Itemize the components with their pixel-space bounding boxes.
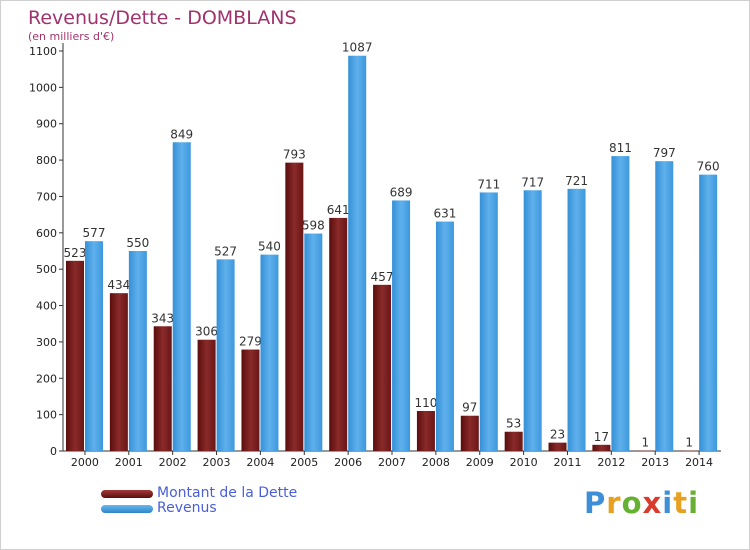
revenus-value-label: 631 bbox=[433, 207, 456, 221]
revenus-bar bbox=[611, 156, 630, 451]
x-tick-label: 2009 bbox=[466, 456, 494, 469]
dette-value-label: 793 bbox=[283, 148, 306, 162]
y-tick-label: 800 bbox=[36, 154, 57, 167]
dette-bar bbox=[460, 415, 479, 451]
x-tick-label: 2004 bbox=[246, 456, 274, 469]
revenus-value-label: 540 bbox=[258, 240, 281, 254]
dette-value-label: 110 bbox=[414, 396, 437, 410]
dette-bar bbox=[66, 260, 84, 451]
dette-bar bbox=[416, 411, 435, 451]
dette-value-label: 23 bbox=[550, 428, 565, 442]
dette-bar bbox=[373, 284, 392, 451]
x-tick-label: 2010 bbox=[510, 456, 538, 469]
legend-label-dette: Montant de la Dette bbox=[157, 485, 298, 501]
y-tick-label: 600 bbox=[36, 227, 57, 240]
revenus-bar bbox=[85, 241, 103, 451]
revenus-value-label: 689 bbox=[390, 185, 413, 199]
revenus-value-label: 717 bbox=[521, 175, 544, 189]
dette-bar bbox=[285, 162, 304, 452]
x-tick-label: 2003 bbox=[203, 456, 231, 469]
revenus-value-label: 711 bbox=[477, 177, 500, 191]
dette-value-label: 434 bbox=[107, 278, 130, 292]
y-tick-label: 1000 bbox=[29, 81, 57, 94]
revenus-bar bbox=[435, 221, 454, 451]
dette-bar bbox=[329, 217, 348, 451]
y-tick-label: 400 bbox=[36, 300, 57, 313]
dette-bar bbox=[548, 442, 567, 451]
revenus-bar bbox=[392, 200, 411, 451]
dette-value-label: 17 bbox=[594, 430, 609, 444]
x-tick-label: 2001 bbox=[115, 456, 143, 469]
y-tick-label: 500 bbox=[36, 263, 57, 276]
legend-swatch-dette bbox=[101, 490, 153, 498]
x-tick-label: 2000 bbox=[71, 456, 99, 469]
dette-bar bbox=[197, 339, 216, 451]
revenus-bar bbox=[260, 254, 279, 451]
legend-label-revenus: Revenus bbox=[157, 500, 217, 516]
y-tick-label: 300 bbox=[36, 336, 57, 349]
proxiti-logo: Proxiti bbox=[584, 486, 700, 520]
revenus-bar bbox=[655, 161, 674, 451]
dette-value-label: 1 bbox=[641, 436, 649, 450]
x-tick-label: 2011 bbox=[553, 456, 581, 469]
y-tick-label: 900 bbox=[36, 118, 57, 131]
dette-value-label: 279 bbox=[239, 335, 262, 349]
dette-value-label: 53 bbox=[506, 417, 521, 431]
revenus-value-label: 577 bbox=[83, 226, 106, 240]
revenus-value-label: 527 bbox=[214, 244, 237, 258]
revenus-bar bbox=[304, 233, 323, 451]
dette-value-label: 97 bbox=[462, 401, 477, 415]
revenus-value-label: 550 bbox=[126, 236, 149, 250]
dette-bar bbox=[109, 293, 128, 451]
revenus-bar bbox=[699, 174, 718, 452]
dette-bar bbox=[241, 349, 260, 451]
y-tick-label: 700 bbox=[36, 190, 57, 203]
dette-value-label: 523 bbox=[64, 246, 87, 260]
x-tick-label: 2002 bbox=[159, 456, 187, 469]
x-tick-label: 2005 bbox=[290, 456, 318, 469]
revenus-bar bbox=[216, 259, 235, 451]
dette-value-label: 1 bbox=[685, 436, 693, 450]
x-tick-label: 2012 bbox=[597, 456, 625, 469]
revenus-value-label: 721 bbox=[565, 174, 588, 188]
revenus-value-label: 797 bbox=[653, 146, 676, 160]
revenus-bar bbox=[172, 142, 191, 452]
chart-subtitle: (en milliers d'€) bbox=[28, 30, 115, 43]
revenus-value-label: 1087 bbox=[342, 41, 373, 55]
x-tick-label: 2008 bbox=[422, 456, 450, 469]
revenus-bar bbox=[348, 55, 367, 452]
revenus-bar bbox=[479, 192, 498, 452]
x-tick-label: 2014 bbox=[685, 456, 713, 469]
x-tick-label: 2007 bbox=[378, 456, 406, 469]
dette-value-label: 343 bbox=[151, 311, 174, 325]
revenus-bar bbox=[523, 190, 542, 452]
chart-title: Revenus/Dette - DOMBLANS bbox=[28, 7, 297, 29]
revenus-value-label: 811 bbox=[609, 141, 632, 155]
dette-value-label: 306 bbox=[195, 325, 218, 339]
revenus-value-label: 849 bbox=[170, 127, 193, 141]
y-tick-label: 0 bbox=[50, 445, 57, 458]
y-tick-label: 1100 bbox=[29, 45, 57, 58]
dette-bar bbox=[153, 326, 172, 451]
dette-bar bbox=[504, 431, 523, 451]
revenus-value-label: 598 bbox=[302, 219, 325, 233]
dette-bar bbox=[592, 444, 611, 451]
revenus-value-label: 760 bbox=[697, 160, 720, 174]
revenus-bar bbox=[128, 251, 147, 451]
y-tick-label: 200 bbox=[36, 372, 57, 385]
y-tick-label: 100 bbox=[36, 409, 57, 422]
revenus-bar bbox=[567, 188, 586, 451]
dette-value-label: 641 bbox=[327, 203, 350, 217]
dette-bar bbox=[636, 450, 655, 452]
legend-swatch-revenus bbox=[101, 505, 153, 513]
x-tick-label: 2006 bbox=[334, 456, 362, 469]
dette-value-label: 457 bbox=[371, 270, 394, 284]
x-tick-label: 2013 bbox=[641, 456, 669, 469]
dette-bar bbox=[680, 450, 699, 452]
